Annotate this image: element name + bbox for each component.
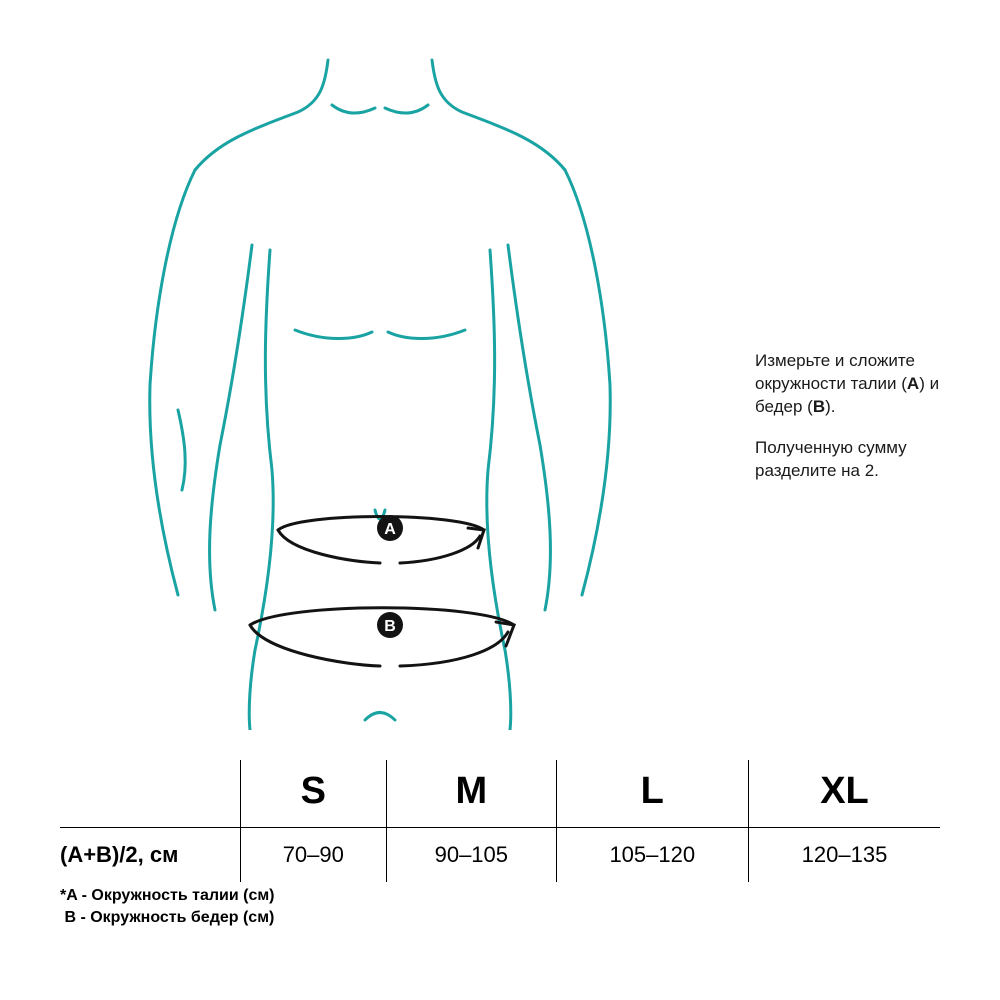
col-l: L bbox=[556, 760, 748, 828]
col-m: M bbox=[387, 760, 557, 828]
val-l: 105–120 bbox=[556, 828, 748, 883]
table-corner bbox=[60, 760, 240, 828]
svg-text:A: A bbox=[384, 521, 396, 538]
footnote-line-2: B - Окружность бедер (см) bbox=[60, 907, 275, 929]
marker-a: A bbox=[377, 515, 403, 541]
instruction-line-1: Измерьте и сложите окружности талии (A) … bbox=[755, 350, 965, 419]
instruction-line-2: Полученную сумму разделите на 2. bbox=[755, 437, 965, 483]
footnote-line-1: *A - Окружность талии (см) bbox=[60, 885, 275, 907]
body-diagram: A B bbox=[100, 50, 660, 730]
svg-text:B: B bbox=[384, 618, 396, 635]
row-label: (A+B)/2, см bbox=[60, 828, 240, 883]
val-s: 70–90 bbox=[240, 828, 387, 883]
table-header-row: S M L XL bbox=[60, 760, 940, 828]
col-s: S bbox=[240, 760, 387, 828]
col-xl: XL bbox=[748, 760, 940, 828]
instruction-text: ). bbox=[825, 397, 835, 416]
table-data-row: (A+B)/2, см 70–90 90–105 105–120 120–135 bbox=[60, 828, 940, 883]
instruction-text: Измерьте и сложите окружности талии ( bbox=[755, 351, 915, 393]
bold-b: B bbox=[813, 397, 825, 416]
footnote: *A - Окружность талии (см) B - Окружност… bbox=[60, 885, 275, 928]
val-xl: 120–135 bbox=[748, 828, 940, 883]
instructions-box: Измерьте и сложите окружности талии (A) … bbox=[755, 350, 965, 501]
val-m: 90–105 bbox=[387, 828, 557, 883]
marker-b: B bbox=[377, 612, 403, 638]
size-table: S M L XL (A+B)/2, см 70–90 90–105 105–12… bbox=[60, 760, 940, 882]
bold-a: A bbox=[907, 374, 919, 393]
